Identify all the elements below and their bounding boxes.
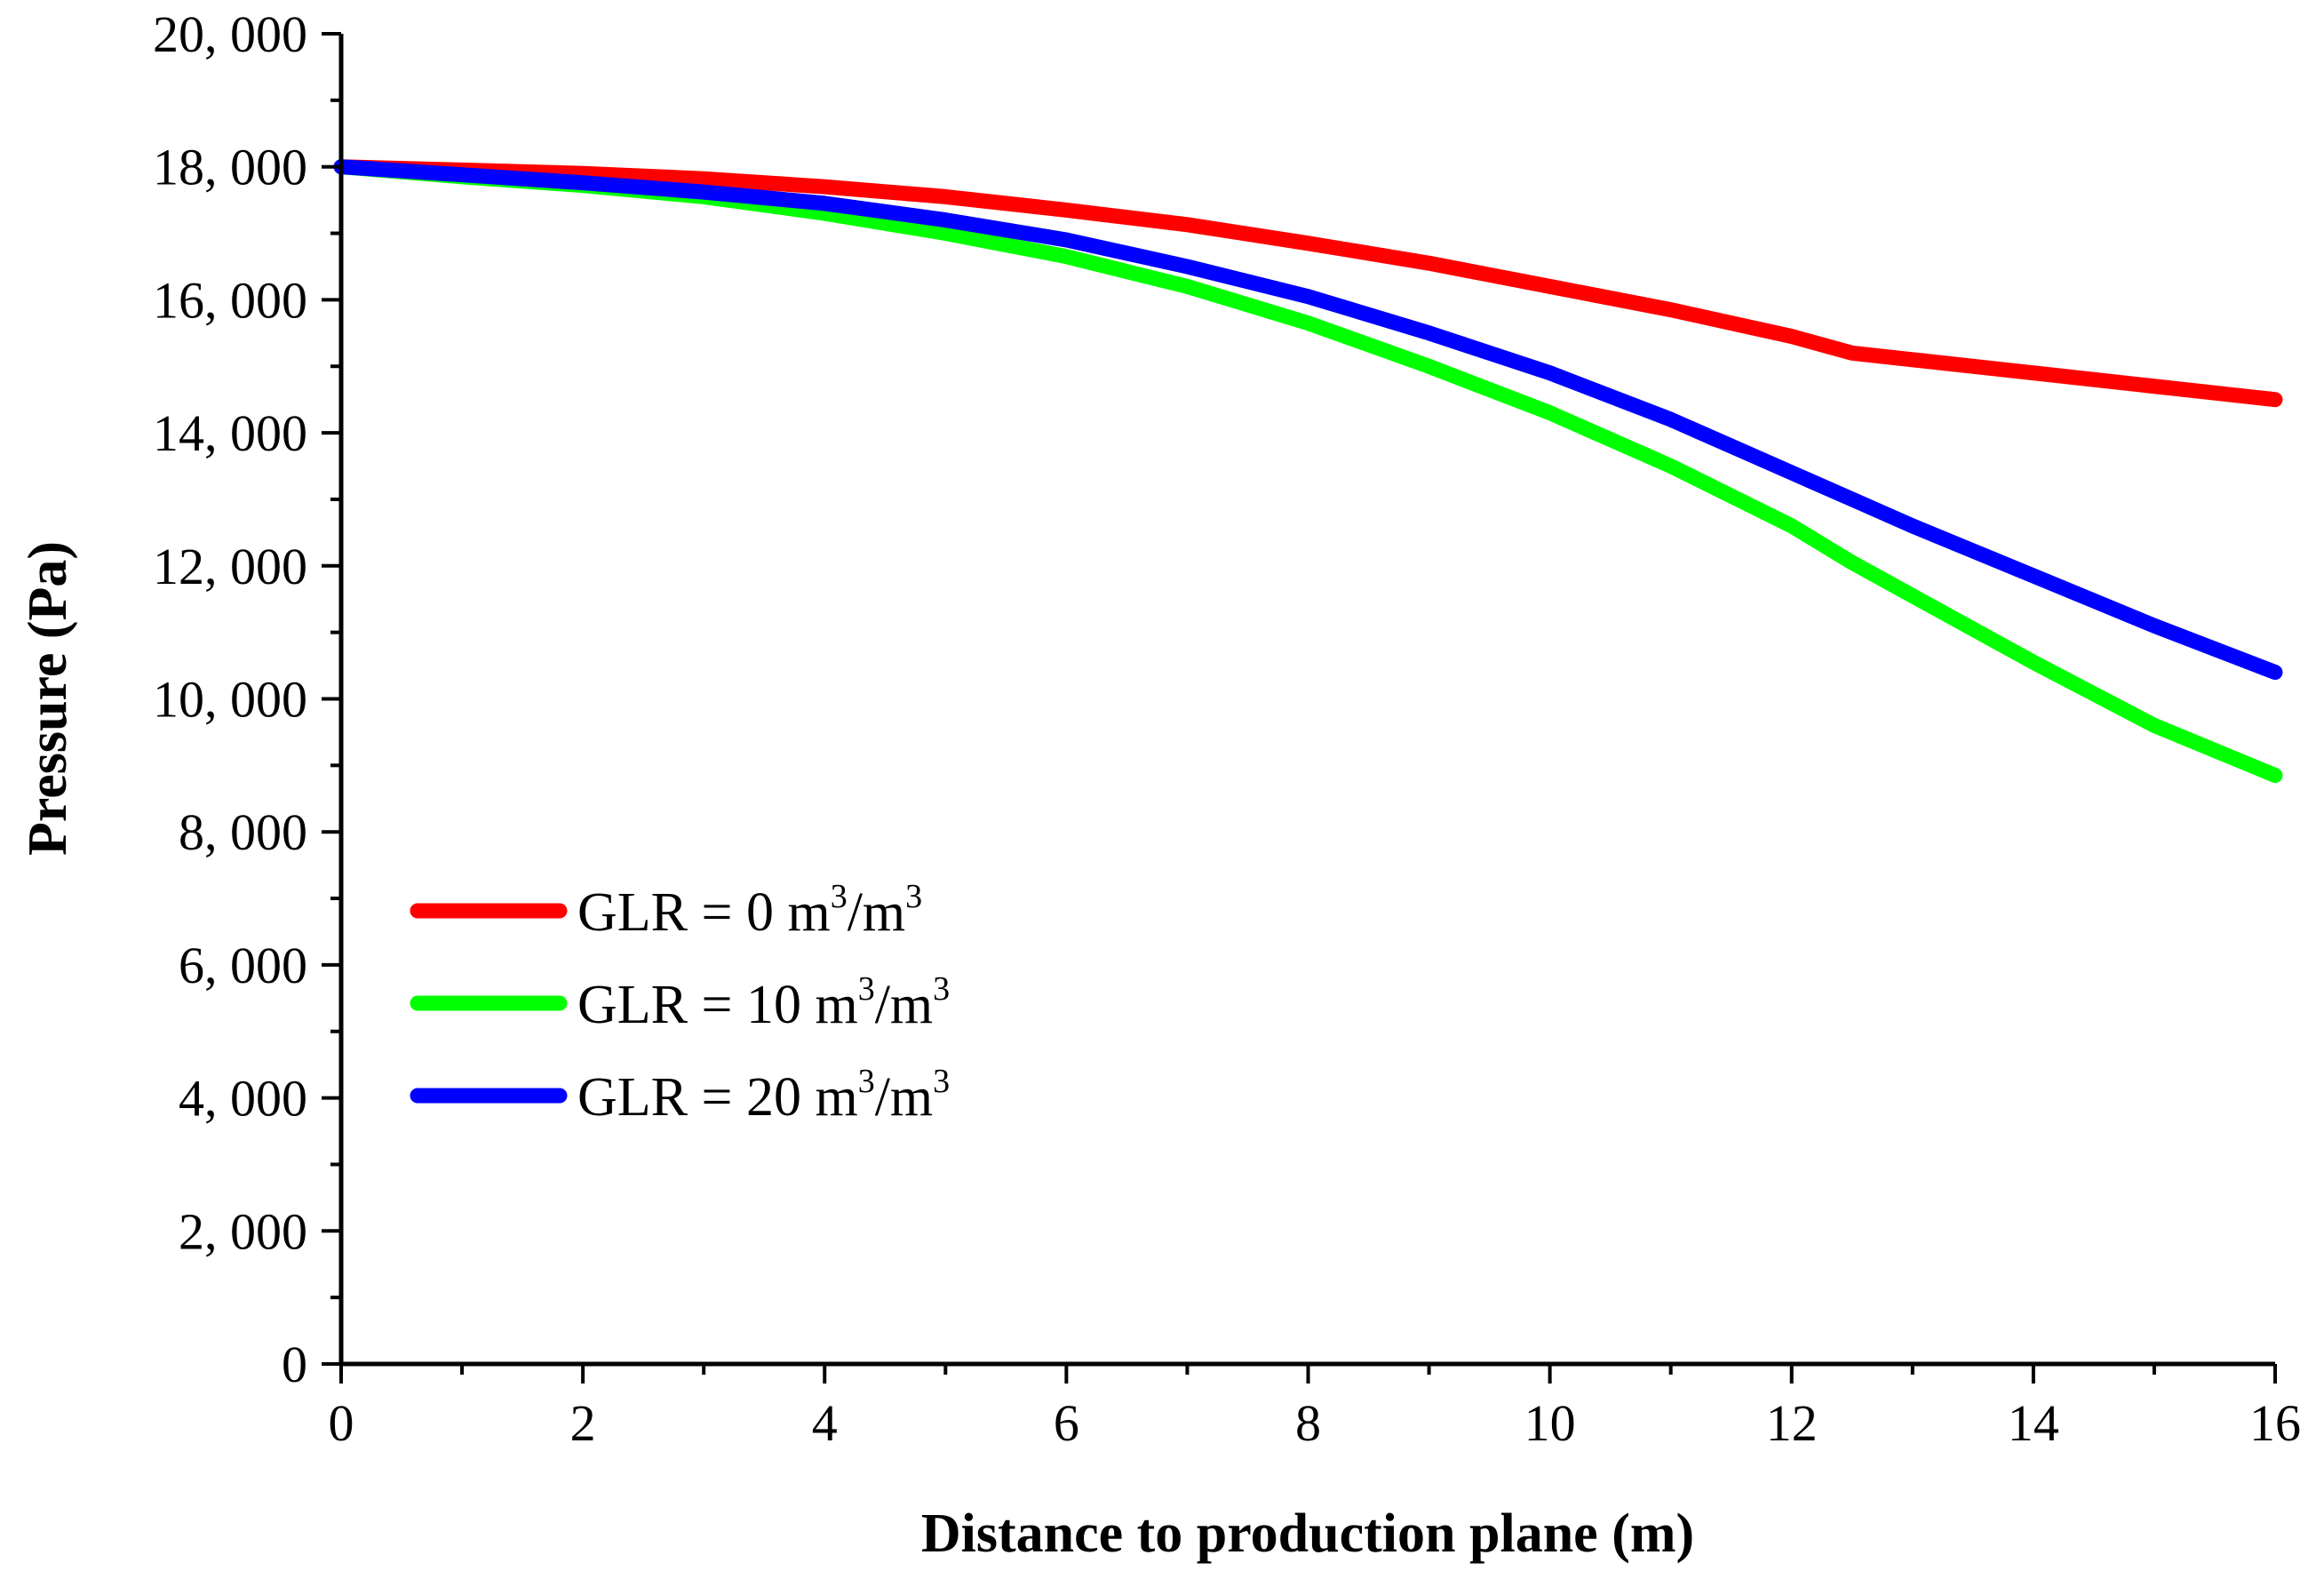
x-tick-label: 16 bbox=[2249, 1394, 2301, 1452]
y-tick-label: 20, 000 bbox=[153, 5, 307, 63]
axes-layer bbox=[338, 34, 2275, 1367]
x-tick-label: 10 bbox=[1524, 1394, 1576, 1452]
y-tick-layer: 0 2, 000 4, 000 6, 000 8, 000 10, 000 12, 000 1… bbox=[153, 5, 341, 1393]
legend-label-1: GLR = 10 m3/m3 bbox=[577, 970, 950, 1035]
legend: GLR = 0 m3/m3 GLR = 10 m3/m3 GLR = 20 m3/m… bbox=[410, 878, 950, 1128]
x-tick-label: 2 bbox=[570, 1394, 596, 1452]
x-tick-label: 6 bbox=[1054, 1394, 1079, 1452]
y-tick-label: 2, 000 bbox=[179, 1202, 307, 1260]
y-tick-label: 14, 000 bbox=[153, 404, 307, 462]
y-tick-label: 0 bbox=[282, 1336, 307, 1393]
legend-label-2: GLR = 20 m3/m3 bbox=[577, 1063, 950, 1128]
series-layer bbox=[333, 159, 2283, 784]
series-line-1 bbox=[333, 159, 2283, 784]
legend-label-0: GLR = 0 m3/m3 bbox=[577, 878, 922, 943]
y-tick-label: 6, 000 bbox=[179, 937, 307, 994]
y-tick-label: 10, 000 bbox=[153, 671, 307, 729]
x-tick-label: 12 bbox=[1766, 1394, 1818, 1452]
y-tick-label: 18, 000 bbox=[153, 139, 307, 196]
x-tick-layer: 0 2 4 6 8 10 12 14 16 bbox=[329, 1364, 2301, 1452]
y-axis-title: Pressure (Pa) bbox=[18, 541, 78, 856]
series-line-0 bbox=[333, 159, 2283, 408]
series-line-2 bbox=[333, 159, 2283, 681]
y-tick-label: 16, 000 bbox=[153, 271, 307, 329]
x-tick-label: 8 bbox=[1295, 1394, 1321, 1452]
x-tick-label: 14 bbox=[2008, 1394, 2059, 1452]
x-axis-title: Distance to production plane (m) bbox=[921, 1503, 1694, 1564]
y-tick-label: 4, 000 bbox=[179, 1070, 307, 1128]
y-tick-label: 12, 000 bbox=[153, 538, 307, 595]
y-tick-label: 8, 000 bbox=[179, 803, 307, 861]
x-tick-label: 0 bbox=[329, 1394, 354, 1452]
x-tick-label: 4 bbox=[812, 1394, 838, 1452]
